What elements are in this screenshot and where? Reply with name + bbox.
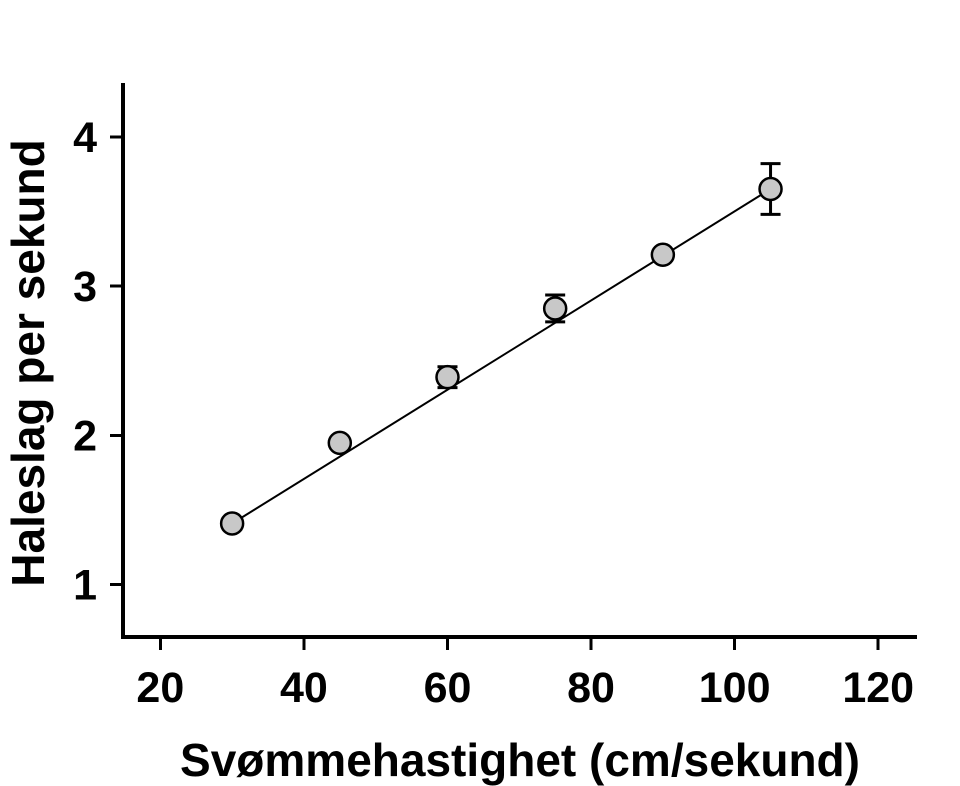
data-point — [650, 242, 676, 267]
x-tick-label: 60 — [424, 664, 472, 712]
x-tick-label: 40 — [280, 664, 328, 712]
x-tick-label: 20 — [136, 664, 184, 712]
data-point — [758, 176, 783, 202]
data-point — [435, 364, 460, 390]
data-point — [219, 511, 245, 536]
x-tick-label: 80 — [567, 664, 615, 712]
x-tick-label: 120 — [842, 664, 914, 712]
y-tick-label: 4 — [73, 114, 97, 162]
regression-line — [231, 188, 772, 525]
axis-lines — [121, 83, 917, 639]
data-point — [542, 296, 568, 321]
data-point — [327, 430, 353, 456]
y-axis-title: Haleslag per sekund — [2, 139, 54, 586]
y-tick-label: 2 — [73, 412, 97, 460]
axes-group — [110, 83, 917, 650]
x-tick-label: 100 — [699, 664, 771, 712]
y-tick-label: 3 — [73, 263, 97, 311]
y-tick-label: 1 — [73, 562, 97, 610]
x-axis-title: Svømmehastighet (cm/sekund) — [180, 734, 860, 786]
